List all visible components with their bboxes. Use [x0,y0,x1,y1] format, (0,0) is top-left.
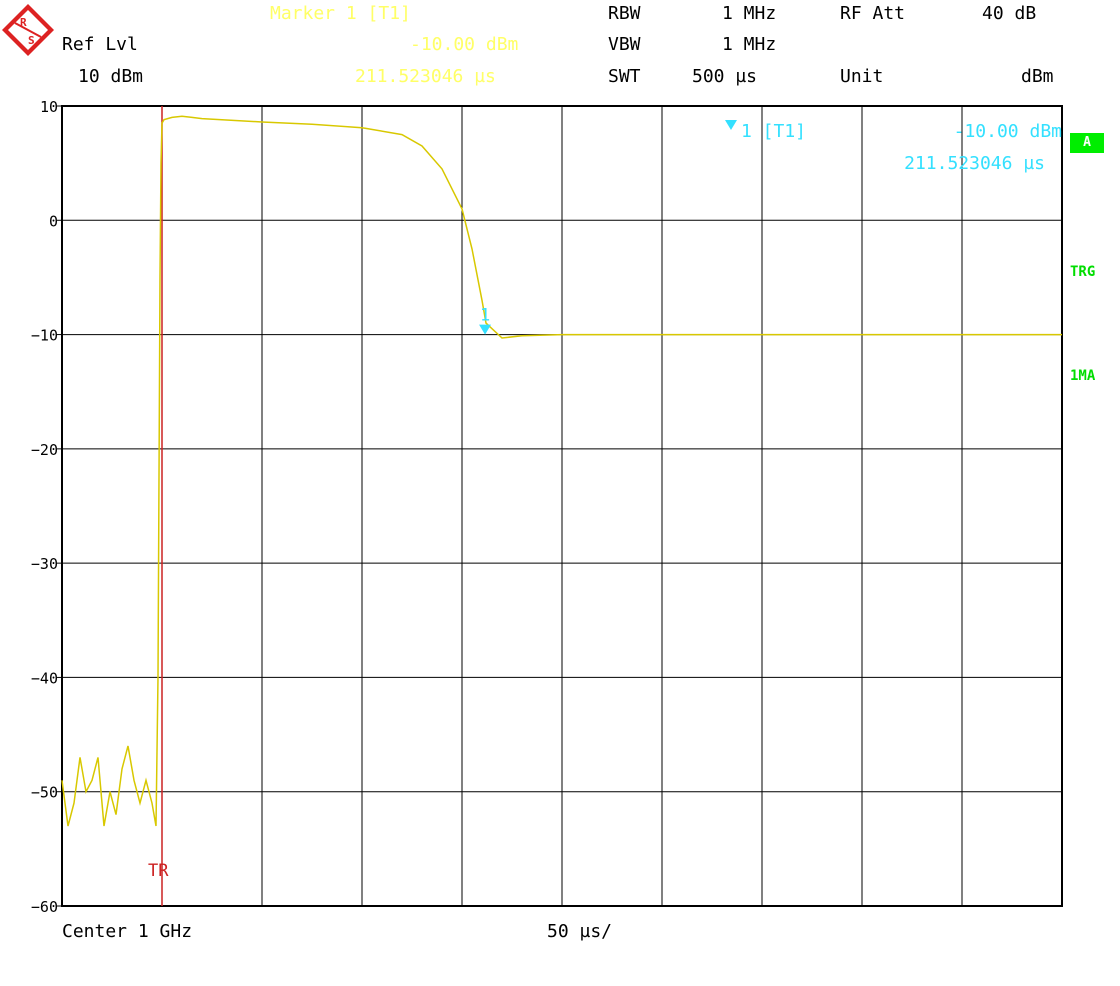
marker-readout-time: 211.523046 µs [904,153,1045,174]
y-tick-label: 10 [40,98,58,116]
time-per-division: 50 µs/ [547,921,613,942]
marker-1: 1 [479,306,492,335]
detector-tag: 1MA [1070,368,1096,384]
marker-time: 211.523046 µs [355,66,496,87]
chart-grid [61,105,1063,907]
rfatt-value: 40 dB [982,3,1037,24]
y-tick-label: −20 [31,441,58,459]
y-tick-label: −40 [31,669,58,687]
rohde-schwarz-logo: R S [2,4,54,56]
marker-title: Marker 1 [T1] [270,3,411,24]
marker-level: -10.00 dBm [410,34,519,55]
rfatt-label: RF Att [840,3,906,24]
y-tick-label: −10 [31,327,58,345]
svg-text:S: S [28,34,35,47]
marker-readout-level: -10.00 dBm [954,121,1062,142]
rbw-value: 1 MHz [722,3,777,24]
marker-1-triangle[interactable] [479,324,492,335]
y-tick-label: −50 [31,784,58,802]
unit-label: Unit [840,66,884,87]
ref-lvl-label: Ref Lvl [62,34,138,55]
svg-text:R: R [20,16,27,29]
y-tick-label: −30 [31,555,58,573]
vbw-label: VBW [608,34,641,55]
trace-a-tag: A [1070,133,1104,153]
vbw-value: 1 MHz [722,34,777,55]
marker-1-id: 1 [480,306,490,326]
trace-line [61,115,1062,827]
ref-lvl-value: 10 dBm [78,66,144,87]
center-frequency: Center 1 GHz [62,921,193,942]
y-tick-label: 0 [49,212,58,230]
trg-tag: TRG [1070,264,1096,280]
marker-readout-triangle [725,120,737,130]
y-tick-labels: 10 0 −10 −20 −30 −40 −50 −60 [31,98,62,916]
y-tick-label: −60 [31,898,58,916]
unit-value: dBm [1021,66,1054,87]
swt-value: 500 µs [692,66,758,87]
rbw-label: RBW [608,3,641,24]
marker-readout-label: 1 [T1] [741,121,806,142]
swt-label: SWT [608,66,641,87]
trigger-label: TR [148,861,169,881]
marker-readout: 1 [T1] -10.00 dBm 211.523046 µs [725,120,1062,174]
